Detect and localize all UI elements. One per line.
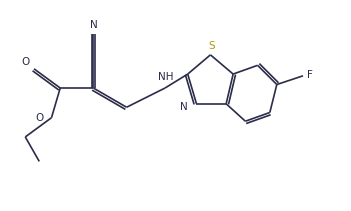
Text: N: N xyxy=(90,20,97,30)
Text: F: F xyxy=(307,70,313,80)
Text: O: O xyxy=(21,57,30,67)
Text: NH: NH xyxy=(158,72,173,82)
Text: N: N xyxy=(180,102,188,112)
Text: S: S xyxy=(209,41,216,51)
Text: O: O xyxy=(35,113,44,123)
